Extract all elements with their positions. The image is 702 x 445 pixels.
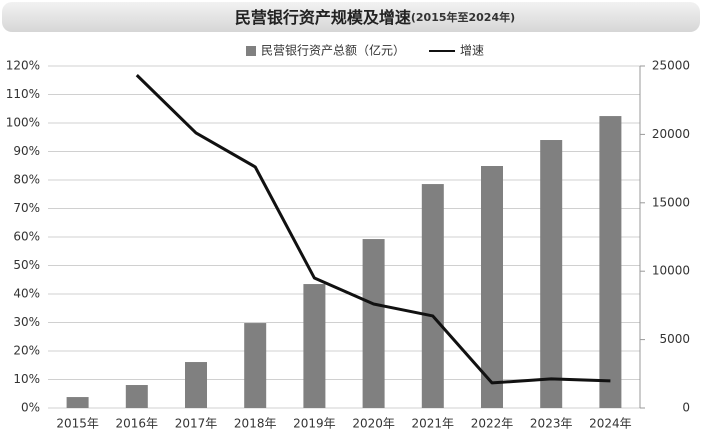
x-tick-label: 2017年 <box>175 417 218 431</box>
bar <box>481 166 503 408</box>
bar <box>599 116 622 409</box>
y-tick-label: 0% <box>21 401 40 415</box>
y2-tick-label: 20000 <box>652 127 690 141</box>
legend-label: 增速 <box>460 44 484 58</box>
line <box>135 74 611 385</box>
y-tick-label: 30% <box>13 315 40 329</box>
y-tick-label: 100% <box>6 116 40 130</box>
legend-swatch <box>246 46 256 56</box>
y-tick-label: 60% <box>13 230 40 244</box>
x-tick-label: 2016年 <box>116 417 159 431</box>
title-bar <box>2 2 700 32</box>
x-tick-label: 2019年 <box>293 417 336 431</box>
y-tick-label: 80% <box>13 173 40 187</box>
y-tick-label: 120% <box>6 59 40 73</box>
y-tick-label: 50% <box>13 258 40 272</box>
bar <box>540 140 563 409</box>
y-tick-label: 10% <box>13 372 40 386</box>
bar <box>66 397 89 408</box>
legend: 民营银行资产总额（亿元） 增速 <box>246 43 484 58</box>
y-tick-label: 110% <box>6 87 40 101</box>
y-tick-label: 90% <box>13 144 40 158</box>
y-tick-label: 20% <box>13 344 40 358</box>
x-tick-label: 2020年 <box>352 417 395 431</box>
y2-tick-label: 25000 <box>652 59 690 73</box>
y2-tick-label: 5000 <box>659 332 690 346</box>
bar <box>125 385 148 408</box>
y2-tick-label: 0 <box>682 401 690 415</box>
bar <box>362 239 385 408</box>
x-tick-label: 2021年 <box>412 417 455 431</box>
chart-subtitle: (2015年至2024年) <box>411 10 515 24</box>
x-tick-label: 2023年 <box>530 417 573 431</box>
x-tick-label: 2024年 <box>589 417 632 431</box>
y-tick-label: 70% <box>13 201 40 215</box>
y2-tick-label: 15000 <box>652 195 690 209</box>
bar <box>303 284 326 408</box>
x-tick-label: 2015年 <box>56 417 99 431</box>
y-tick-label: 40% <box>13 287 40 301</box>
chart-title-group: 民营银行资产规模及增速(2015年至2024年) <box>235 8 515 27</box>
y2-tick-label: 10000 <box>652 264 690 278</box>
bar <box>244 323 267 408</box>
chart-title: 民营银行资产规模及增速 <box>235 8 411 27</box>
bar <box>421 184 444 408</box>
bar <box>185 362 207 408</box>
x-tick-label: 2018年 <box>234 417 277 431</box>
legend-label: 民营银行资产总额（亿元） <box>261 43 405 58</box>
x-tick-label: 2022年 <box>471 417 514 431</box>
